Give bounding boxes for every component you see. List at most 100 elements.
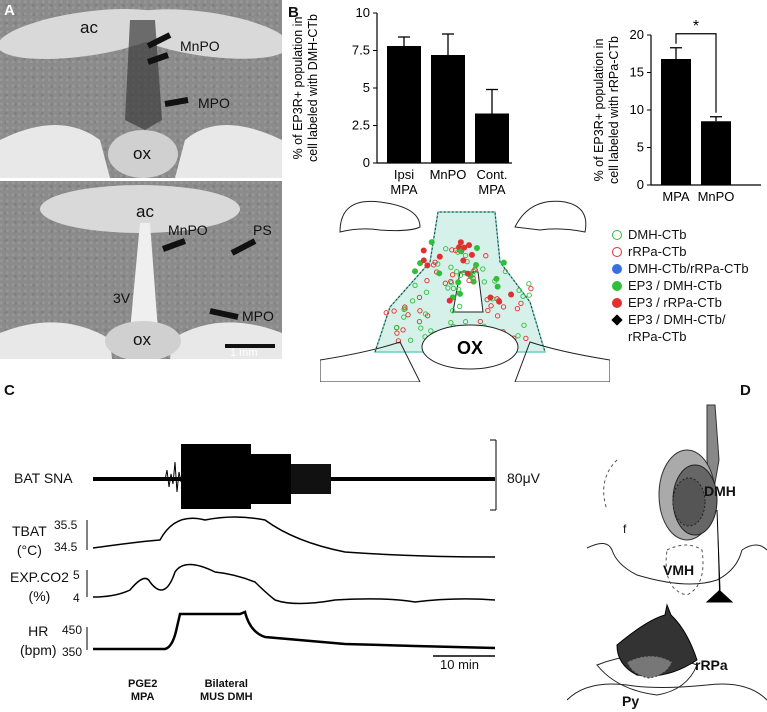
tbat-tick-low: 34.5: [54, 540, 78, 554]
map-cell-marker: [526, 281, 532, 287]
micrograph-bottom-drawing: [0, 185, 282, 359]
map-cell-marker: [449, 272, 456, 278]
label-rrpa: rRPa: [695, 657, 728, 673]
map-cell-dot: [420, 257, 427, 264]
y-tick-label: 10: [630, 102, 644, 117]
map-cell-marker: [528, 285, 534, 292]
map-cell-dot: [500, 259, 507, 266]
map-cell-dot: [473, 262, 480, 269]
map-cell-marker: [457, 272, 463, 278]
panel-d-letter: D: [740, 382, 751, 399]
map-cell-marker: [393, 325, 400, 331]
map-cell-marker: [483, 253, 489, 259]
map-cell-marker: [428, 328, 434, 334]
map-cell-marker: [462, 252, 469, 259]
map-cell-dot: [487, 294, 494, 301]
map-cell-dot: [466, 242, 473, 249]
label-mpo-bottom: MPO: [242, 308, 274, 324]
dot-marker-icon: [612, 298, 622, 308]
legend-item: DMH-CTb/rRPa-CTb: [612, 260, 749, 277]
label-ox-bottom: ox: [133, 330, 151, 349]
map-cell-marker: [402, 304, 408, 310]
map-cell-marker: [443, 246, 449, 252]
legend-label: EP3 / rRPa-CTb: [628, 295, 722, 310]
y-axis-label-line2: cell labeled with DMH-CTb: [306, 14, 320, 162]
x-tick-label: Ipsi: [394, 167, 414, 182]
map-cell-dot: [470, 278, 477, 285]
y-axis-label-line2: cell labeled with rRPa-CTb: [607, 36, 621, 184]
y-tick-label: 2.5: [352, 118, 370, 133]
event-pge2-line2: MPA: [130, 691, 155, 703]
tbat-label: TBAT (°C): [12, 522, 47, 560]
event-pge2: PGE2 MPA: [128, 678, 157, 704]
map-cell-marker: [432, 259, 438, 265]
label-ac-bottom: ac: [136, 202, 154, 221]
map-cell-marker: [405, 312, 411, 318]
map-cell-marker: [472, 267, 479, 273]
map-ox-label: OX: [457, 338, 483, 358]
map-cell-marker: [418, 325, 424, 331]
map-cell-marker: [462, 319, 469, 325]
label-mnpo-top: MnPO: [180, 38, 220, 54]
time-scale-label: 10 min: [440, 657, 480, 672]
map-cell-marker: [400, 327, 406, 333]
map-cell-marker: [450, 285, 457, 292]
dot-marker-icon: [612, 281, 622, 291]
dot-marker-icon: [612, 264, 622, 274]
y-axis-label-line1: % of EP3R+ population in: [593, 39, 606, 182]
map-cell-dot: [412, 268, 419, 275]
legend-label: DMH-CTb: [628, 227, 687, 242]
x-tick-label: MPA: [478, 182, 506, 197]
map-cell-marker: [417, 308, 423, 314]
tbat-label-1: TBAT: [12, 523, 47, 539]
map-cell-marker: [409, 298, 416, 304]
x-tick-label: MPA: [662, 189, 690, 204]
map-cell-dot: [456, 290, 463, 297]
map-cell-marker: [454, 269, 460, 275]
label-ac-top: ac: [80, 18, 98, 37]
co2-label-2: (%): [28, 588, 51, 604]
map-cell-marker: [521, 322, 527, 328]
map-cell-marker: [445, 285, 451, 291]
tbat-label-2: (°C): [16, 542, 42, 558]
map-cell-marker: [485, 307, 491, 314]
map-cell-marker: [412, 282, 418, 288]
legend: DMH-CTb rRPa-CTb DMH-CTb/rRPa-CTb EP3 / DMH…: [611, 226, 749, 345]
significance-bracket: [675, 33, 717, 113]
y-tick-label: 7.5: [352, 43, 370, 58]
map-cell-dot: [457, 239, 464, 246]
map-cell-marker: [456, 303, 463, 309]
bar-chart-dmh: % of EP3R+ population in cell labeled wit…: [292, 5, 512, 197]
map-cell-marker: [480, 266, 486, 272]
map-cell-marker: [423, 289, 430, 295]
map-cell-marker: [488, 303, 494, 309]
map-cell-marker: [422, 311, 429, 317]
map-cell-marker: [520, 293, 526, 299]
label-py: Py: [622, 693, 640, 709]
legend-item: DMH-CTb: [612, 226, 749, 243]
bar-chart-rrpa: % of EP3R+ population in cell labeled wit…: [593, 18, 761, 204]
bar: [387, 46, 421, 163]
y-tick-label: 20: [630, 27, 644, 42]
map-cell-dot: [446, 297, 453, 304]
map-cell-marker: [395, 338, 402, 344]
label-mnpo-bottom: MnPO: [168, 222, 208, 238]
panel-c-letter: C: [4, 382, 15, 399]
label-ox-top: ox: [133, 144, 151, 163]
map-cell-dot: [424, 262, 431, 269]
map-cell-marker: [448, 319, 454, 326]
map-cell-dot: [496, 298, 503, 305]
micrograph-top-drawing: [0, 9, 282, 178]
legend-label: EP3 / DMH-CTb/rRPa-CTb: [628, 312, 726, 344]
map-cell-marker: [424, 277, 430, 284]
map-cell-marker: [448, 264, 454, 270]
legend-label: DMH-CTb/rRPa-CTb: [628, 261, 749, 276]
x-tick-label: MPA: [390, 182, 418, 197]
map-cell-dot: [494, 283, 501, 290]
map-cell-dot: [420, 247, 427, 254]
map-cell-marker: [481, 279, 487, 285]
legend-item: EP3 / DMH-CTb/rRPa-CTb: [611, 311, 749, 345]
label-3v-bottom: 3V: [113, 290, 131, 306]
bar: [661, 59, 691, 185]
map-cell-marker: [430, 262, 437, 268]
